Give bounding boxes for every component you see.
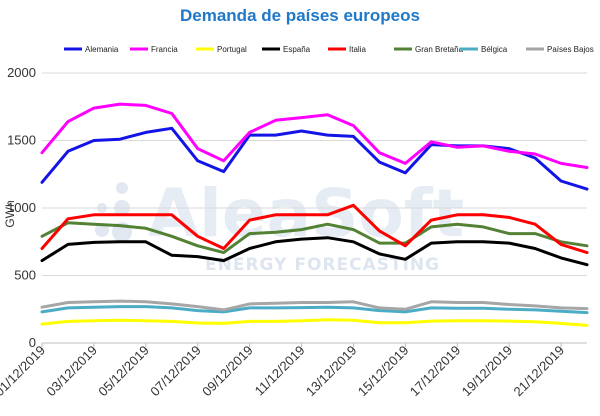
legend-label: España bbox=[283, 45, 311, 54]
legend-item: Alemania bbox=[64, 45, 119, 54]
legend-label: Francia bbox=[151, 45, 178, 54]
watermark-dot bbox=[95, 223, 109, 237]
y-tick-label: 0 bbox=[29, 335, 36, 350]
chart-title: Demanda de países europeos bbox=[180, 6, 420, 25]
legend-item: Bélgica bbox=[460, 45, 508, 54]
series-line-portugal bbox=[40, 318, 589, 327]
x-tick-label: 13/12/2019 bbox=[303, 343, 360, 400]
series-line-b-lgica bbox=[40, 305, 589, 315]
x-tick-label: 07/12/2019 bbox=[147, 343, 204, 400]
watermark-subtext: ENERGY FORECASTING bbox=[205, 255, 440, 275]
legend-label: Países Bajos bbox=[547, 45, 594, 54]
legend-item: Gran Bretaña bbox=[394, 45, 464, 54]
x-tick-label: 03/12/2019 bbox=[43, 343, 100, 400]
series-layer bbox=[40, 102, 589, 327]
watermark-dot bbox=[116, 182, 128, 194]
legend-label: Portugal bbox=[217, 45, 247, 54]
series-line-italia bbox=[40, 203, 589, 255]
gridlines bbox=[42, 72, 587, 344]
x-tick-label: 09/12/2019 bbox=[199, 343, 256, 400]
watermark-logo: AleaSoft ENERGY FORECASTING bbox=[95, 175, 464, 275]
legend-item: Portugal bbox=[196, 45, 247, 54]
legend-label: Bélgica bbox=[481, 45, 508, 54]
legend-label: Gran Bretaña bbox=[415, 45, 464, 54]
y-tick-label: 2000 bbox=[7, 65, 36, 80]
y-axis-label: GWh bbox=[3, 200, 17, 227]
series-line-pa-ses-bajos bbox=[40, 299, 589, 312]
series-line-espa-a bbox=[40, 236, 589, 267]
series-line-francia bbox=[40, 102, 589, 169]
x-tick-label: 17/12/2019 bbox=[407, 343, 464, 400]
y-tick-label: 1000 bbox=[7, 200, 36, 215]
x-tick-label: 11/12/2019 bbox=[252, 343, 308, 399]
legend-item: Francia bbox=[130, 45, 178, 54]
x-tick-label: 21/12/2019 bbox=[511, 343, 568, 400]
legend-label: Alemania bbox=[85, 45, 119, 54]
legend-item: España bbox=[262, 45, 311, 54]
x-tick-label: 19/12/2019 bbox=[459, 343, 516, 400]
y-tick-label: 1500 bbox=[7, 133, 36, 148]
legend-item: Países Bajos bbox=[526, 45, 594, 54]
series-line-gran-breta-a bbox=[40, 221, 589, 255]
y-tick-label: 500 bbox=[14, 268, 36, 283]
legend: Alemania Francia Portugal España Italia Gran … bbox=[64, 45, 594, 54]
x-tick-label: 15/12/2019 bbox=[355, 343, 412, 400]
x-tick-label: 05/12/2019 bbox=[95, 343, 152, 400]
legend-item: Italia bbox=[328, 45, 366, 54]
legend-label: Italia bbox=[349, 45, 366, 54]
x-tick-label: 01/12/2019 bbox=[0, 343, 48, 400]
